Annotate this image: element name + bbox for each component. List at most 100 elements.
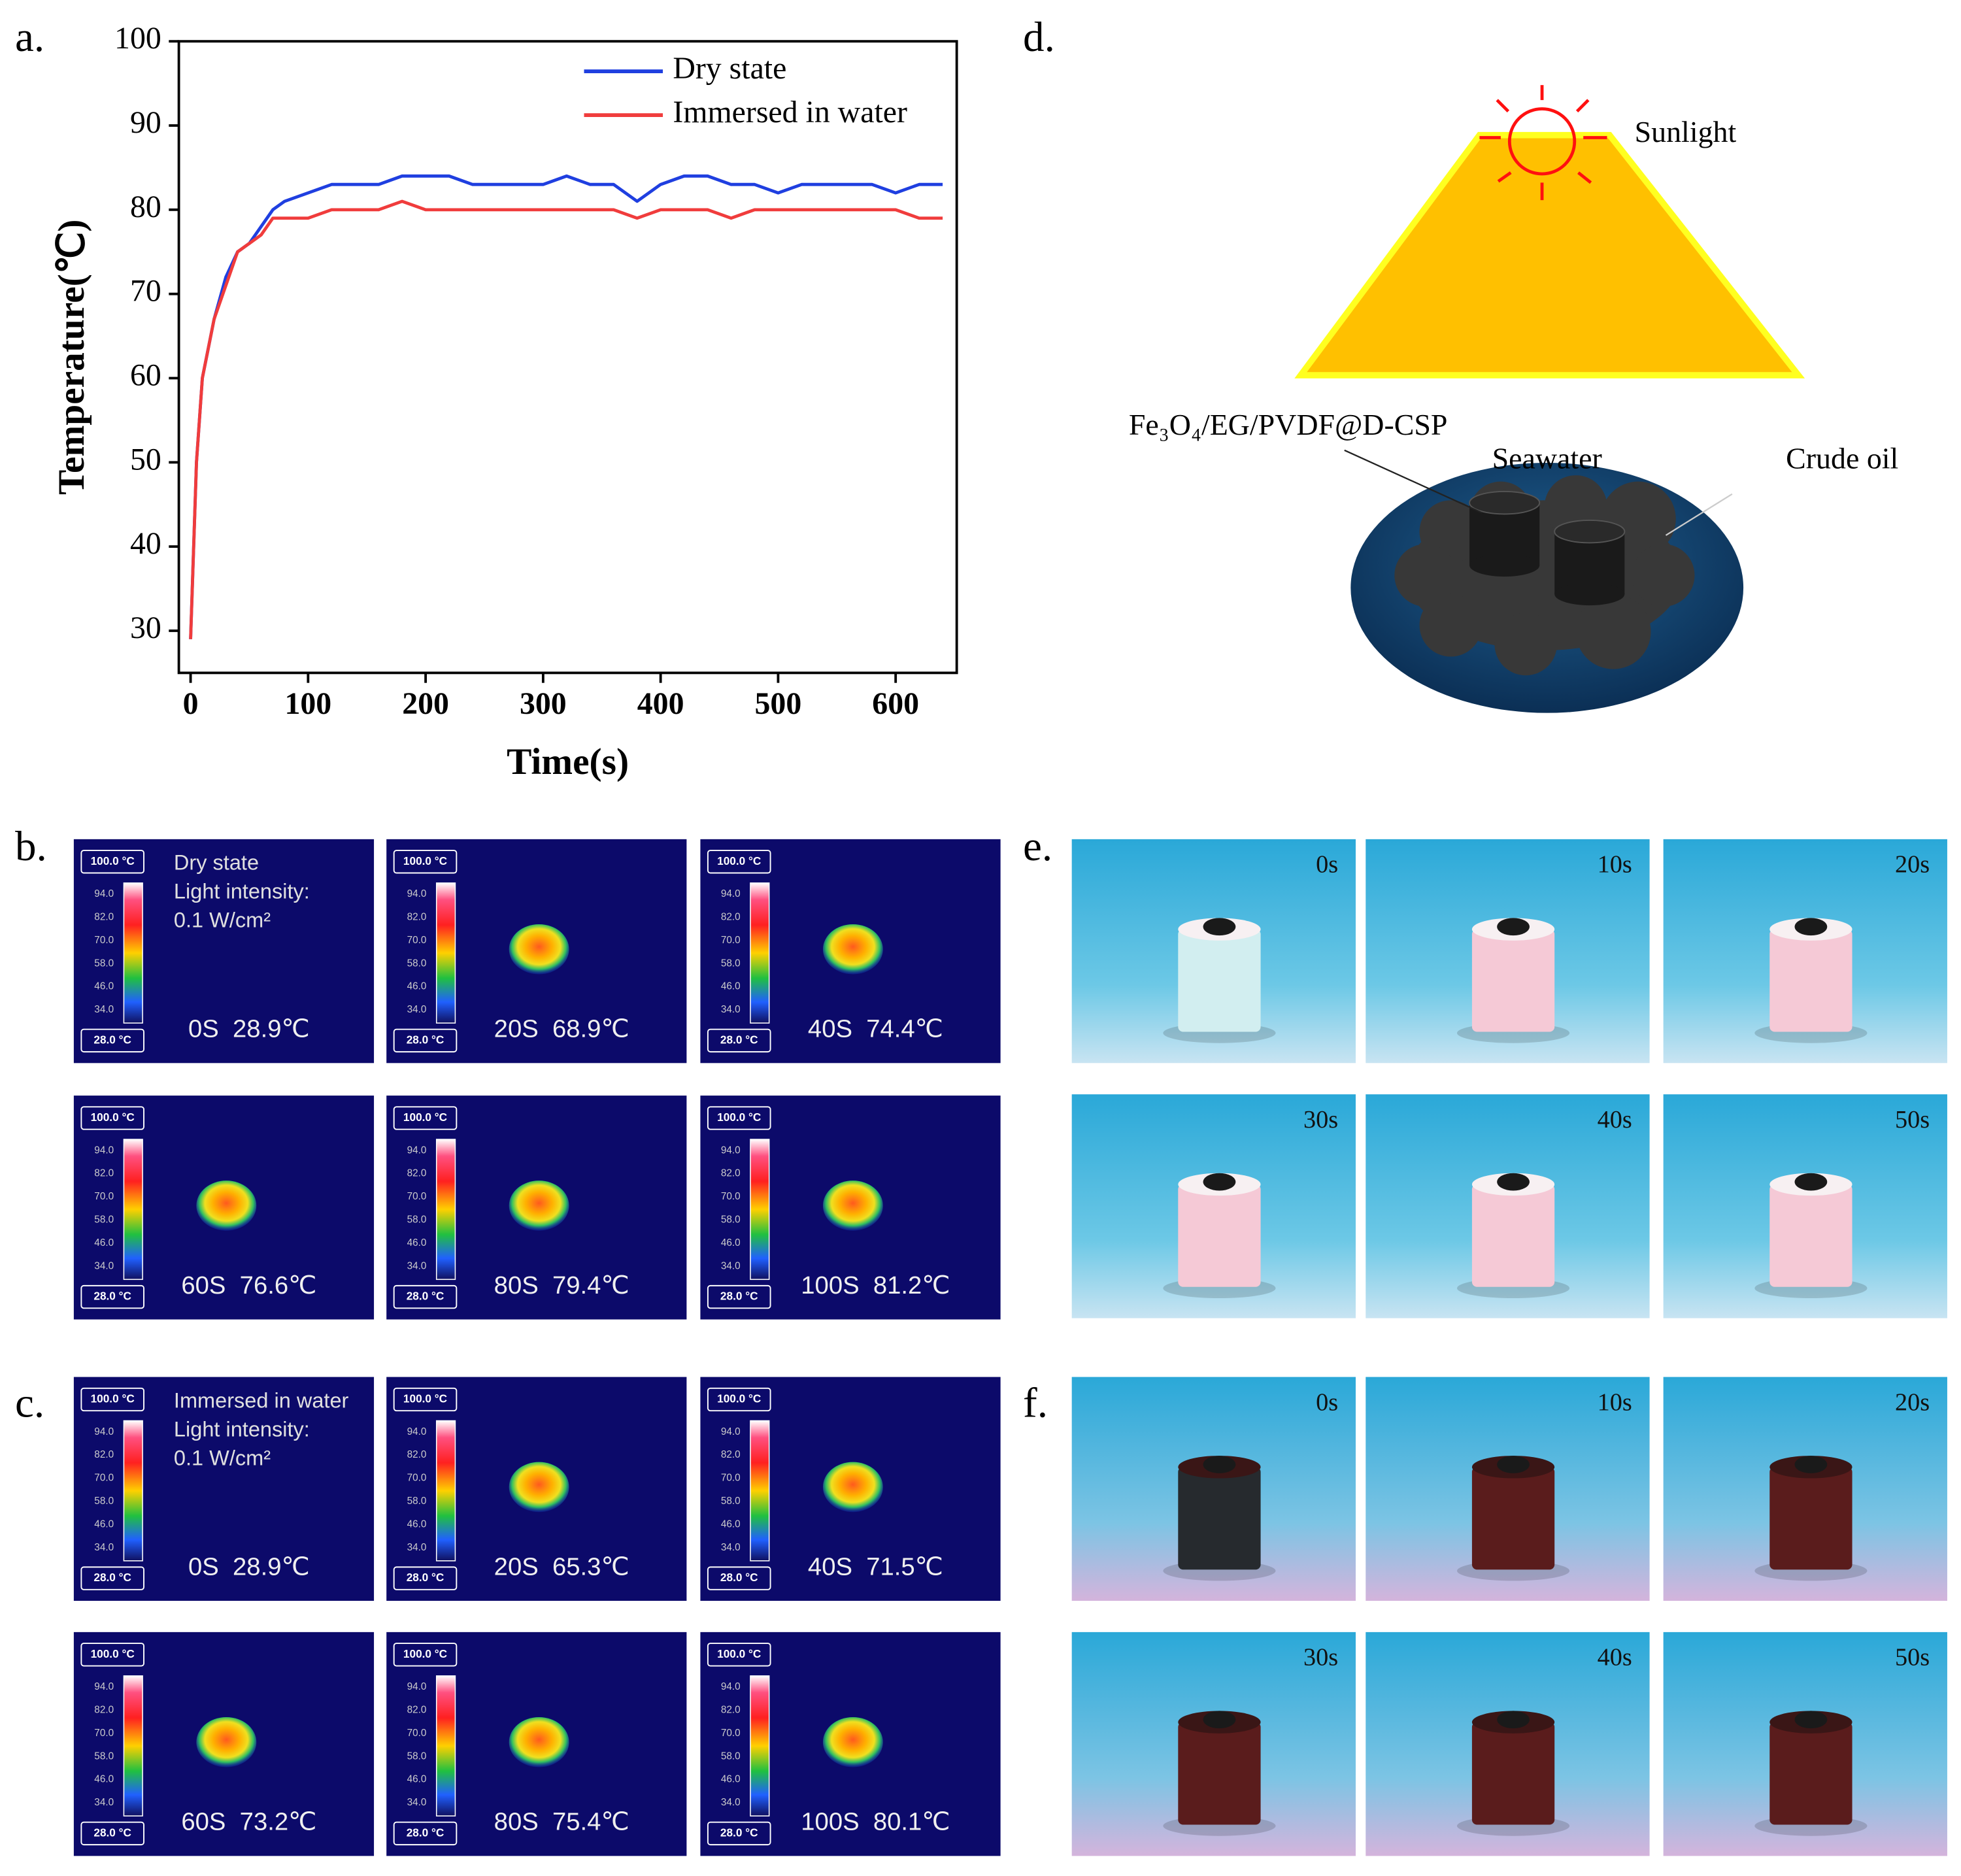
- scale-bar: [123, 882, 143, 1024]
- label: Fe₃O₄/EG/PVDF@D-CSP: [1129, 408, 1448, 441]
- scale-tick: 46.0: [407, 1774, 427, 1785]
- scale-tick: 46.0: [721, 1774, 741, 1785]
- scale-tick: 94.0: [721, 1145, 741, 1156]
- thermal-image: 100.0 °C 94.0 82.0 70.0 58.0 46.0 34.0 28.0 °C 2…: [386, 839, 687, 1064]
- time-label: 40s: [1598, 1106, 1632, 1133]
- scale-bar: [435, 1675, 456, 1817]
- scale-label-box: [80, 1566, 144, 1590]
- scale-tick: 34.0: [94, 1797, 114, 1808]
- hot-spot: [509, 924, 569, 975]
- scale-bar: [750, 882, 770, 1024]
- hot-spot: [822, 1181, 883, 1231]
- scale-label: 100.0 °C: [717, 854, 761, 867]
- hot-spot: [822, 924, 883, 975]
- scale-label: 28.0 °C: [93, 1290, 131, 1303]
- note: Dry state: [174, 851, 259, 875]
- x-axis-label: Time(s): [507, 741, 629, 782]
- oil-drop: [1497, 918, 1530, 936]
- hot-spot: [196, 1181, 257, 1231]
- scale-tick: 94.0: [721, 1426, 741, 1437]
- legend-label: Immersed in water: [673, 95, 907, 129]
- y-tick-label: 40: [130, 526, 161, 561]
- scale-label-box: [393, 1284, 458, 1309]
- sample-body: [1769, 1722, 1852, 1825]
- scale-tick: 34.0: [407, 1260, 427, 1271]
- scale-tick: 34.0: [721, 1004, 741, 1015]
- caption: 20S 68.9℃: [494, 1015, 629, 1043]
- scale-label: 28.0 °C: [407, 1571, 444, 1584]
- note: Light intensity:: [174, 1417, 310, 1441]
- photo: 0s: [1071, 839, 1356, 1064]
- scale-tick: 58.0: [721, 958, 741, 969]
- panel-label: d.: [1023, 14, 1055, 61]
- scale-tick: 46.0: [407, 981, 427, 992]
- scale-label: 28.0 °C: [93, 1571, 131, 1584]
- oil-drop: [1794, 1711, 1828, 1729]
- photo: 20s: [1663, 1377, 1947, 1601]
- caption: 100S 81.2℃: [801, 1271, 950, 1299]
- scale-label-box: [707, 1821, 771, 1846]
- sample-body: [1769, 1467, 1852, 1570]
- caption: 60S 73.2℃: [181, 1808, 316, 1836]
- scale-tick: 70.0: [94, 1728, 114, 1739]
- time-label: 0s: [1316, 851, 1338, 879]
- caption: 20S 65.3℃: [494, 1552, 629, 1581]
- leader-line: [1344, 449, 1483, 514]
- scale-tick: 46.0: [721, 1237, 741, 1248]
- time-label: 0s: [1316, 1388, 1338, 1416]
- time-label: 50s: [1895, 1106, 1930, 1133]
- scale-label-box: [707, 1284, 771, 1309]
- scale-tick: 46.0: [407, 1237, 427, 1248]
- thermal-image: 100.0 °C 94.0 82.0 70.0 58.0 46.0 34.0 28.0 °C 6…: [73, 1096, 375, 1320]
- scale-label-box: [393, 1643, 458, 1667]
- sample-body: [1769, 1184, 1852, 1287]
- oil-drop: [1203, 1173, 1236, 1191]
- sample-body: [1769, 929, 1852, 1032]
- caption: 40S 71.5℃: [808, 1552, 943, 1581]
- sample-body: [1471, 929, 1555, 1032]
- oil-drop: [1203, 918, 1236, 936]
- scale-bar: [750, 1420, 770, 1562]
- photo: 50s: [1663, 1094, 1947, 1318]
- scale-tick: 82.0: [94, 1168, 114, 1179]
- scale-bar: [435, 1139, 456, 1281]
- light-beam: [1294, 131, 1805, 378]
- label: Sunlight: [1635, 115, 1737, 148]
- thermal-image: 100.0 °C 94.0 82.0 70.0 58.0 46.0 34.0 28.0 °C 0…: [73, 839, 375, 1064]
- scale-label: 28.0 °C: [720, 1290, 758, 1303]
- scale-tick: 34.0: [407, 1542, 427, 1553]
- thermal-image: 100.0 °C 94.0 82.0 70.0 58.0 46.0 34.0 28.0 °C 0…: [73, 1377, 375, 1601]
- scale-label-box: [80, 1821, 144, 1846]
- y-tick-label: 90: [130, 105, 161, 140]
- scale-tick: 34.0: [407, 1797, 427, 1808]
- photo: 10s: [1366, 1377, 1650, 1601]
- scale-label: 100.0 °C: [403, 1392, 447, 1405]
- scale-tick: 94.0: [407, 1681, 427, 1692]
- scale-tick: 58.0: [94, 1750, 114, 1762]
- sun: [1507, 107, 1577, 176]
- scale-tick: 58.0: [721, 1750, 741, 1762]
- scale-tick: 82.0: [721, 1704, 741, 1715]
- scale-label: 100.0 °C: [403, 854, 447, 867]
- note: Light intensity:: [174, 880, 310, 903]
- scale-label: 28.0 °C: [720, 1033, 758, 1046]
- scale-label: 100.0 °C: [91, 854, 135, 867]
- legend-label: Dry state: [673, 51, 786, 86]
- x-tick-label: 200: [402, 686, 449, 721]
- thermal-image: 100.0 °C 94.0 82.0 70.0 58.0 46.0 34.0 28.0 °C 4…: [700, 1377, 1001, 1601]
- scale-label-box: [80, 1643, 144, 1667]
- scale-label: 28.0 °C: [93, 1033, 131, 1046]
- scale-label: 28.0 °C: [93, 1826, 131, 1839]
- thermal-image: 100.0 °C 94.0 82.0 70.0 58.0 46.0 34.0 28.0 °C 8…: [386, 1096, 687, 1320]
- scale-tick: 82.0: [721, 1449, 741, 1460]
- caption: 80S 79.4℃: [494, 1271, 629, 1299]
- scale-label: 28.0 °C: [407, 1033, 444, 1046]
- scale-tick: 58.0: [94, 1496, 114, 1507]
- scale-tick: 82.0: [94, 911, 114, 922]
- y-axis-label: Temperature(℃): [51, 220, 92, 495]
- scale-tick: 58.0: [721, 1214, 741, 1225]
- sun-rays: [1479, 85, 1607, 201]
- hot-spot: [509, 1717, 569, 1767]
- scale-label: 100.0 °C: [717, 1647, 761, 1660]
- x-tick-label: 400: [637, 686, 684, 721]
